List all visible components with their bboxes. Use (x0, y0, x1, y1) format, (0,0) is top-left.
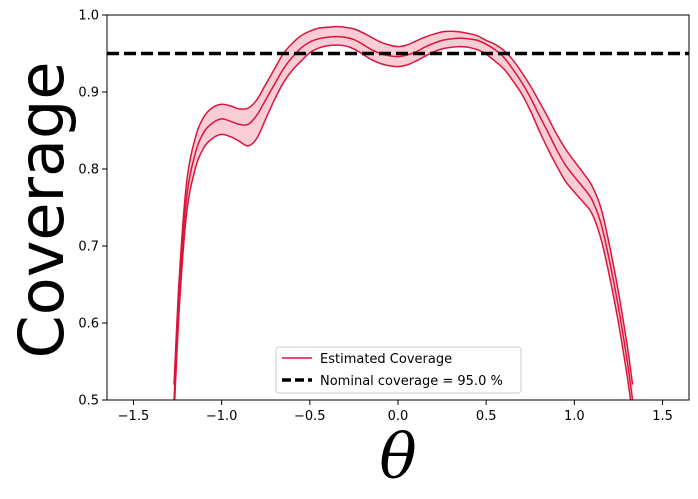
x-tick-label: 1.5 (652, 409, 673, 424)
x-tick-label: −1.5 (118, 409, 150, 424)
x-tick-label: −1.0 (206, 409, 238, 424)
upper-bound-line (173, 25, 634, 385)
legend-nominal-label: Nominal coverage = 95.0 % (320, 374, 503, 389)
y-tick-label: 1.0 (78, 9, 99, 24)
x-axis-label: θ (379, 420, 416, 493)
plot-frame (106, 14, 690, 401)
x-axis-ticks: −1.5 −1.0 −0.5 0.0 0.5 1.0 1.5 (118, 400, 673, 424)
y-axis-label: Coverage (5, 61, 78, 358)
legend-frame (275, 346, 522, 394)
y-tick-label: 0.5 (78, 394, 99, 409)
legend: Estimated Coverage Nominal coverage = 95… (275, 346, 522, 394)
lower-bound-line (173, 44, 632, 400)
x-tick-label: 0.5 (476, 409, 497, 424)
x-tick-label: 0.0 (388, 409, 409, 424)
x-tick-label: 1.0 (564, 409, 585, 424)
x-tick-label: −0.5 (294, 409, 326, 424)
y-tick-label: 0.7 (78, 240, 99, 255)
y-tick-label: 0.8 (78, 163, 99, 178)
y-tick-label: 0.6 (78, 317, 99, 332)
legend-estimated-label: Estimated Coverage (320, 352, 452, 367)
y-tick-label: 0.9 (78, 86, 99, 101)
y-axis-ticks: 0.5 0.6 0.7 0.8 0.9 1.0 (78, 9, 107, 409)
estimated-coverage-line (173, 35, 634, 400)
